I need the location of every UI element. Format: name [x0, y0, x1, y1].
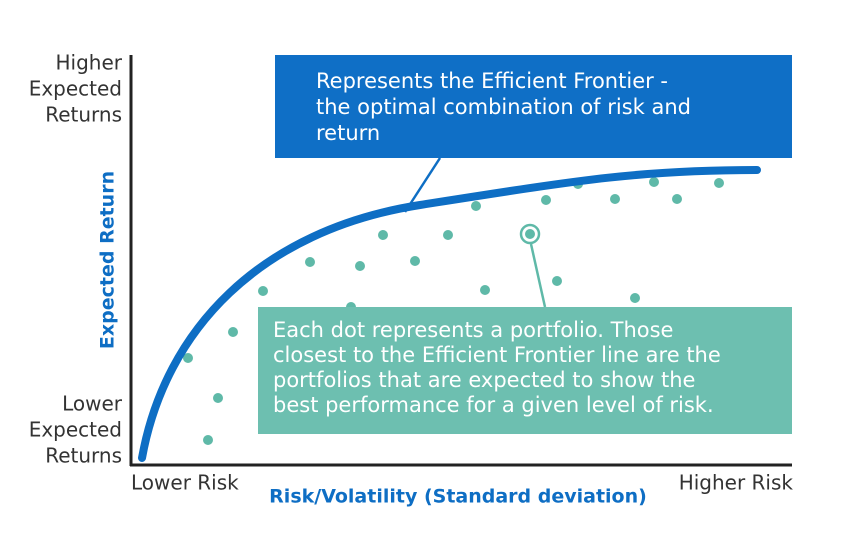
labels: HigherExpectedReturnsLowerExpectedReturn… [29, 51, 721, 468]
dot [480, 285, 490, 295]
x-axis-title: Risk/Volatility (Standard deviation) [269, 486, 647, 508]
dot [471, 201, 481, 211]
dots-callout-box [258, 307, 792, 434]
dot [672, 194, 682, 204]
dot [714, 178, 724, 188]
dot [443, 230, 453, 240]
frontier-callout-text: Represents the Efficient Frontier - [316, 69, 668, 93]
portfolio-dots [183, 177, 724, 445]
dot [378, 230, 388, 240]
dot [183, 353, 193, 363]
dot [649, 177, 659, 187]
dots-callout-text: portfolios that are expected to show the [273, 368, 695, 392]
frontier-callout-text: return [316, 121, 380, 145]
dot [203, 435, 213, 445]
x-right-label: Higher Risk [679, 471, 794, 495]
dot [258, 286, 268, 296]
y-top-label: Higher [56, 51, 123, 75]
dot [630, 293, 640, 303]
dot [410, 256, 420, 266]
dots-callout-text: best performance for a given level of ri… [273, 393, 714, 417]
x-left-label: Lower Risk [131, 471, 239, 495]
dot-pointer [529, 243, 547, 308]
dot [213, 393, 223, 403]
dots-callout-text: closest to the Efficient Frontier line a… [273, 343, 721, 367]
highlight-ring [519, 223, 541, 245]
frontier-callout-text: the optimal combination of risk and [316, 95, 691, 119]
dot [610, 194, 620, 204]
highlighted-dot [525, 229, 535, 239]
frontier-pointer [403, 157, 442, 213]
frontier-callout-box [275, 55, 792, 158]
dot [355, 261, 365, 271]
y-axis-title: Expected Return [97, 171, 119, 349]
y-bottom-label: Expected [29, 418, 122, 442]
dot [305, 257, 315, 267]
dot [541, 195, 551, 205]
y-bottom-label: Lower [62, 392, 123, 416]
dots-callout-text: Each dot represents a portfolio. Those [273, 318, 673, 342]
y-bottom-label: Returns [45, 444, 122, 468]
y-top-label: Returns [45, 103, 122, 127]
dot [228, 327, 238, 337]
efficient-frontier [138, 166, 761, 462]
y-top-label: Expected [29, 77, 122, 101]
dot [552, 276, 562, 286]
